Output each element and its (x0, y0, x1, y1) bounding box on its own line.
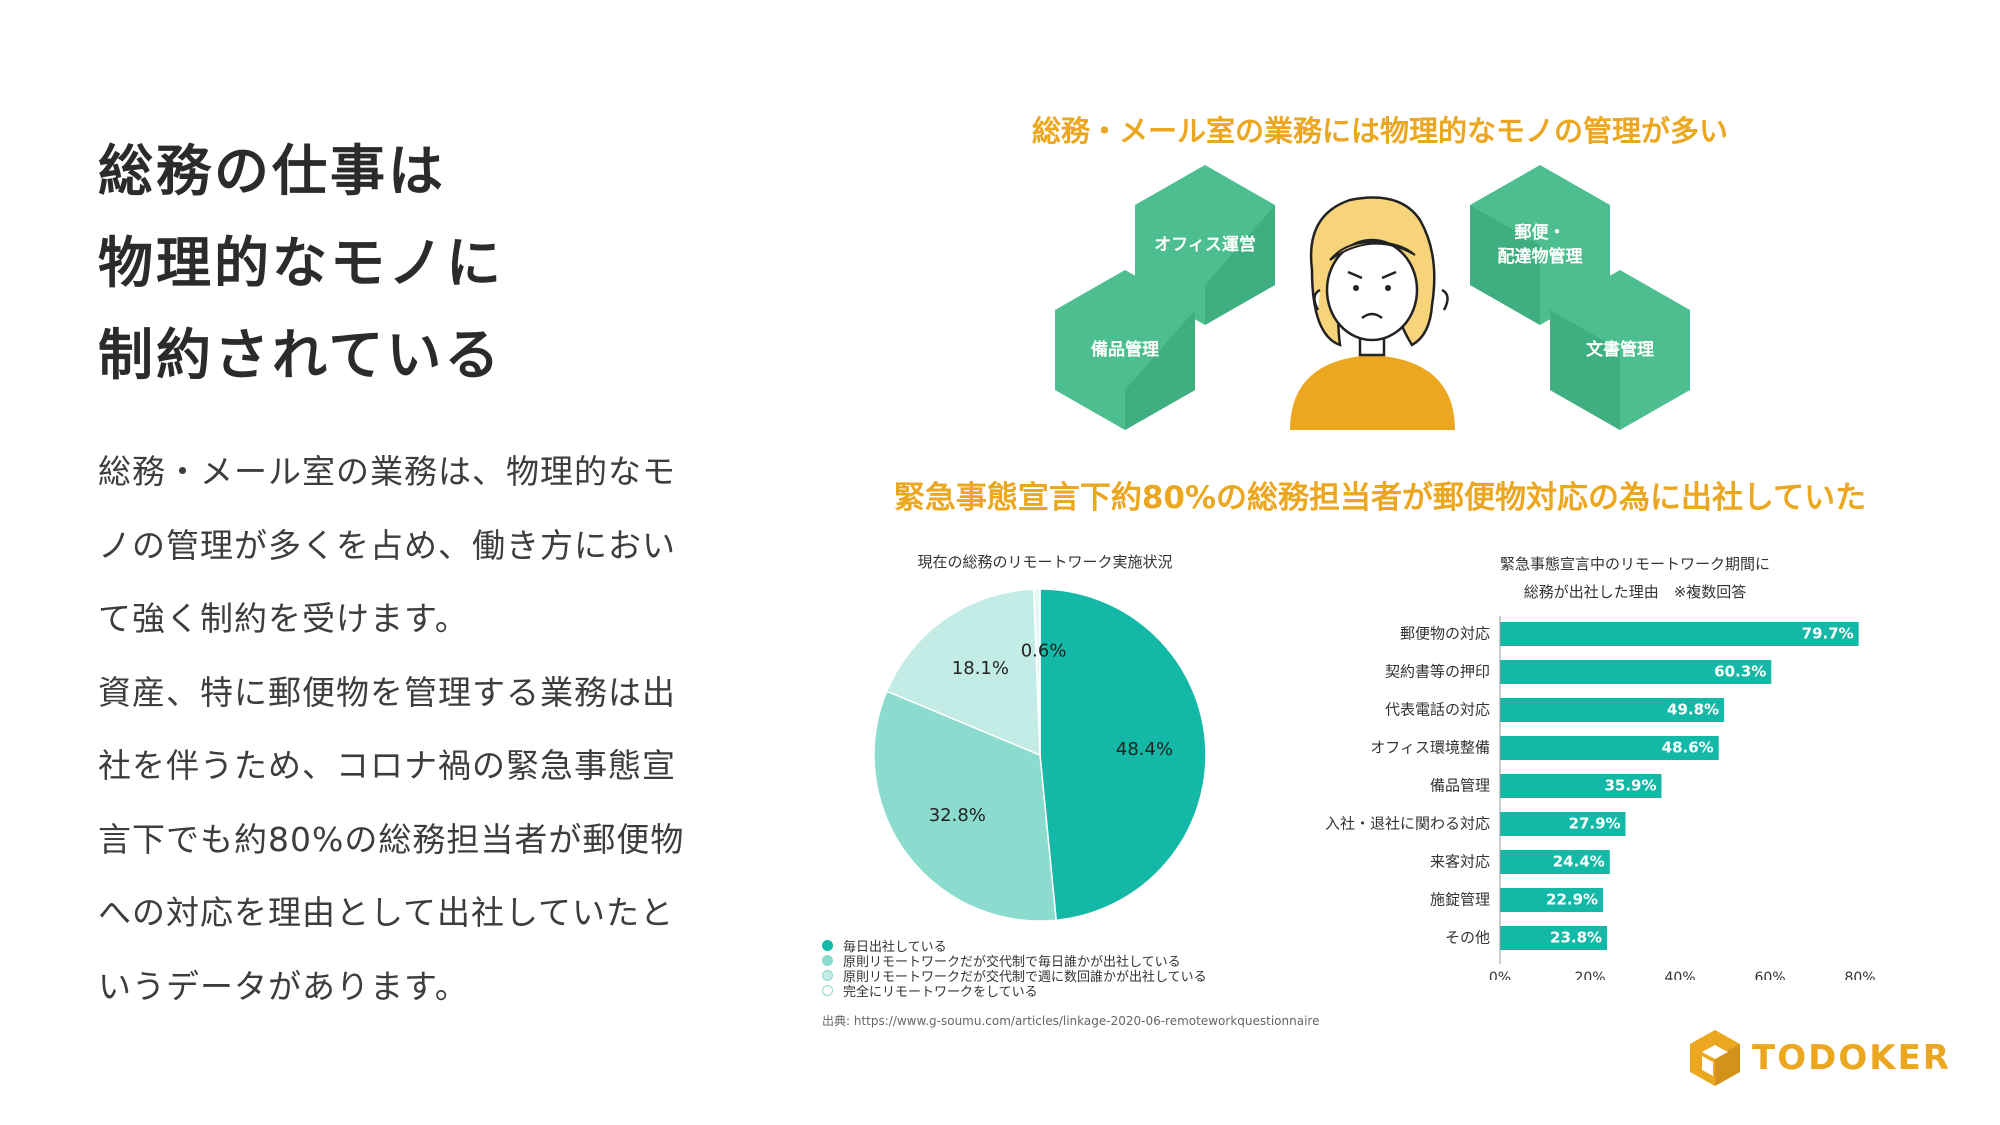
slide-heading: 総務の仕事は 物理的なモノに 制約されている (98, 125, 504, 401)
legend-label: 原則リモートワークだが交代制で毎日誰かが出社している (843, 955, 1181, 970)
legend-label: 毎日出社している (843, 940, 947, 955)
cube-docs (1550, 270, 1690, 430)
heading-line: 総務の仕事は (98, 139, 447, 203)
bar-tick-label: 0% (1489, 970, 1511, 980)
bar (1500, 736, 1719, 760)
bar-value-label: 49.8% (1667, 701, 1719, 719)
pie-slice (1039, 588, 1207, 922)
cube-label-docs: 文書管理 (1586, 340, 1654, 360)
cube-label-office: オフィス運営 (1154, 235, 1256, 255)
legend-swatch (822, 955, 833, 966)
bar (1500, 850, 1610, 874)
legend-swatch (822, 970, 833, 981)
bar-category-label: その他 (1445, 929, 1490, 947)
pie-data-label: 32.8% (929, 805, 986, 826)
legend-label: 原則リモートワークだが交代制で週に数回誰かが出社している (843, 970, 1207, 985)
cube-label-mail: 郵便・ 配達物管理 (1470, 221, 1610, 269)
heading-line: 制約されている (98, 323, 503, 387)
legend-label: 完全にリモートワークをしている (843, 985, 1038, 1000)
pie-slice (885, 588, 1041, 757)
body-paragraph: 総務・メール室の業務は、物理的なモ ノの管理が多くを占め、働き方におい て強く制… (98, 435, 698, 1023)
stats-title: 緊急事態宣言下約80%の総務担当者が郵便物対応の為に出社していた (893, 480, 1867, 516)
bar-value-label: 35.9% (1604, 777, 1656, 795)
bar-tick-label: 40% (1664, 970, 1695, 980)
body-line: ノの管理が多くを占め、働き方におい (98, 525, 676, 565)
cube-mail (1470, 165, 1610, 325)
body-line: への対応を理由として出社していたと (98, 893, 675, 932)
logo-text: TODOKER (1752, 1038, 1951, 1078)
bar (1500, 812, 1626, 836)
pie-chart: 48.4% 32.8% 18.1% 0.6% (873, 588, 1207, 922)
legend-item: 完全にリモートワークをしている (822, 983, 1207, 1000)
cube-label-mail-line: 郵便・ (1514, 223, 1566, 243)
bar-tick-label: 60% (1754, 970, 1785, 980)
bar (1500, 622, 1859, 646)
legend-swatch (822, 985, 833, 996)
legend-item: 原則リモートワークだが交代制で週に数回誰かが出社している (822, 968, 1207, 985)
bar-category-label: 施錠管理 (1430, 891, 1490, 909)
heading-line: 物理的なモノに (98, 231, 505, 295)
cube-label-mail-line: 配達物管理 (1497, 247, 1583, 267)
bar (1500, 698, 1725, 722)
worried-person (1290, 196, 1455, 430)
pie-legend: 毎日出社している 原則リモートワークだが交代制で毎日誰かが出社している 原則リモ… (822, 938, 1207, 1000)
body-line: 言下でも約80%の総務担当者が郵便物 (98, 819, 685, 859)
bar-category-label: 郵便物の対応 (1400, 625, 1490, 643)
pie-slice (1032, 588, 1041, 756)
bar-category-label: 代表電話の対応 (1385, 701, 1490, 719)
body-line: いうデータがあります。 (98, 966, 469, 1006)
bar-value-label: 48.6% (1662, 739, 1714, 757)
body-line: 資産、特に郵便物を管理する業務は出 (98, 672, 676, 712)
pie-chart-title: 現在の総務のリモートワーク実施状況 (917, 553, 1173, 571)
cube-office (1135, 165, 1275, 325)
bar-value-label: 60.3% (1714, 663, 1766, 681)
bar (1500, 926, 1608, 950)
body-line: 総務・メール室の業務は、物理的なモ (98, 452, 676, 491)
cube-label-equipment: 備品管理 (1091, 340, 1159, 360)
bar-value-label: 24.4% (1553, 853, 1605, 871)
pie-data-label: 48.4% (1116, 739, 1173, 760)
bar-category-label: 備品管理 (1430, 777, 1490, 795)
source-note: 出典: https://www.g-soumu.com/articles/lin… (822, 1014, 1320, 1028)
bar-category-label: 来客対応 (1430, 853, 1490, 871)
legend-item: 毎日出社している (822, 938, 1207, 955)
pie-slice (873, 690, 1057, 922)
bar-chart-title-line: 緊急事態宣言中のリモートワーク期間に (1499, 555, 1770, 573)
legend-swatch (822, 940, 833, 951)
bar-category-label: オフィス環境整備 (1370, 739, 1490, 757)
bar-category-label: 契約書等の押印 (1385, 663, 1490, 681)
bar-chart-title-line: 総務が出社した理由 ※複数回答 (1523, 583, 1747, 601)
todoker-logo: TODOKER (1690, 1030, 1951, 1086)
bar-value-label: 23.8% (1550, 929, 1602, 947)
bar-chart-title: 緊急事態宣言中のリモートワーク期間に 総務が出社した理由 ※複数回答 (1405, 550, 1865, 606)
illustration (1055, 165, 1690, 430)
bar-value-label: 22.9% (1546, 891, 1598, 909)
bar-tick-label: 80% (1844, 970, 1875, 980)
bar-tick-label: 20% (1574, 970, 1605, 980)
body-line: て強く制約を受けます。 (98, 599, 469, 638)
bar-value-label: 27.9% (1569, 815, 1621, 833)
illustration-title: 総務・メール室の業務には物理的なモノの管理が多い (1031, 114, 1728, 148)
bar-value-label: 79.7% (1802, 625, 1854, 643)
legend-item: 原則リモートワークだが交代制で毎日誰かが出社している (822, 953, 1207, 970)
cube-equipment (1055, 270, 1195, 430)
bar-category-label: 入社・退社に関わる対応 (1325, 815, 1490, 833)
logo-box-icon (1690, 1030, 1740, 1086)
body-line: 社を伴うため、コロナ禍の緊急事態宣 (98, 746, 676, 785)
bar (1500, 660, 1772, 684)
pie-data-label: 0.6% (1021, 641, 1067, 662)
pie-data-label: 18.1% (952, 658, 1009, 679)
bar (1500, 888, 1603, 912)
bar (1500, 774, 1662, 798)
bar-chart: 郵便物の対応 79.7% 契約書等の押印 60.3% 代表電話の対応 49.8% オフィス環… (1325, 616, 1876, 980)
